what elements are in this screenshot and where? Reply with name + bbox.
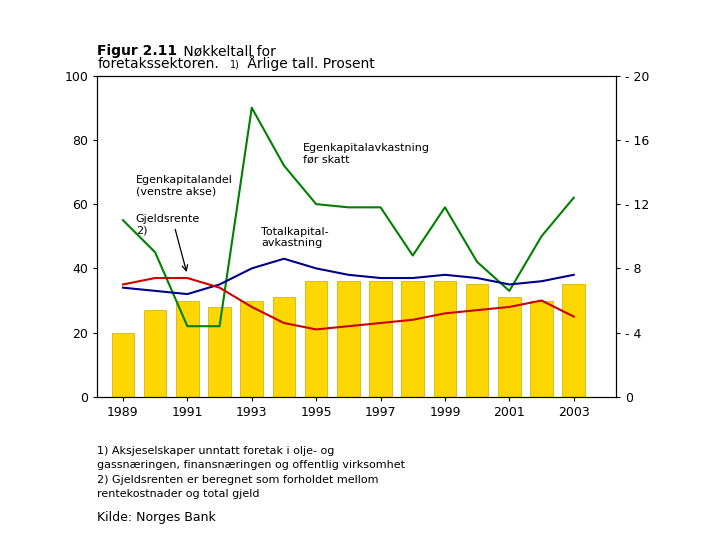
Bar bbox=[144, 310, 166, 397]
Bar bbox=[498, 298, 521, 397]
Bar bbox=[176, 300, 199, 397]
Bar bbox=[369, 281, 392, 397]
Bar bbox=[530, 300, 553, 397]
Text: gassnæringen, finansnæringen og offentlig virksomhet: gassnæringen, finansnæringen og offentli… bbox=[97, 460, 405, 470]
Text: foretakssektoren.: foretakssektoren. bbox=[97, 57, 219, 71]
Bar bbox=[337, 281, 359, 397]
Bar bbox=[112, 333, 134, 397]
Bar bbox=[402, 281, 424, 397]
Text: 2) Gjeldsrenten er beregnet som forholdet mellom: 2) Gjeldsrenten er beregnet som forholde… bbox=[97, 475, 379, 485]
Bar bbox=[305, 281, 328, 397]
Text: 1): 1) bbox=[230, 59, 240, 69]
Bar bbox=[466, 285, 488, 397]
Text: Totalkapital-
avkastning: Totalkapital- avkastning bbox=[261, 227, 329, 248]
Bar bbox=[273, 298, 295, 397]
Text: rentekostnader og total gjeld: rentekostnader og total gjeld bbox=[97, 489, 260, 500]
Text: Årlige tall. Prosent: Årlige tall. Prosent bbox=[243, 55, 374, 71]
Text: Egenkapitalavkastning
før skatt: Egenkapitalavkastning før skatt bbox=[303, 143, 431, 165]
Text: 1) Aksjeselskaper unntatt foretak i olje- og: 1) Aksjeselskaper unntatt foretak i olje… bbox=[97, 446, 335, 456]
Text: Nøkkeltall for: Nøkkeltall for bbox=[179, 44, 276, 58]
Bar bbox=[208, 307, 231, 397]
Text: Egenkapitalandel
(venstre akse): Egenkapitalandel (venstre akse) bbox=[136, 175, 233, 197]
Bar bbox=[562, 285, 585, 397]
Bar bbox=[433, 281, 456, 397]
Text: Figur 2.11: Figur 2.11 bbox=[97, 44, 177, 58]
Text: Kilde: Norges Bank: Kilde: Norges Bank bbox=[97, 511, 216, 524]
Bar bbox=[240, 300, 263, 397]
Text: Gjeldsrente
2): Gjeldsrente 2) bbox=[136, 214, 200, 235]
